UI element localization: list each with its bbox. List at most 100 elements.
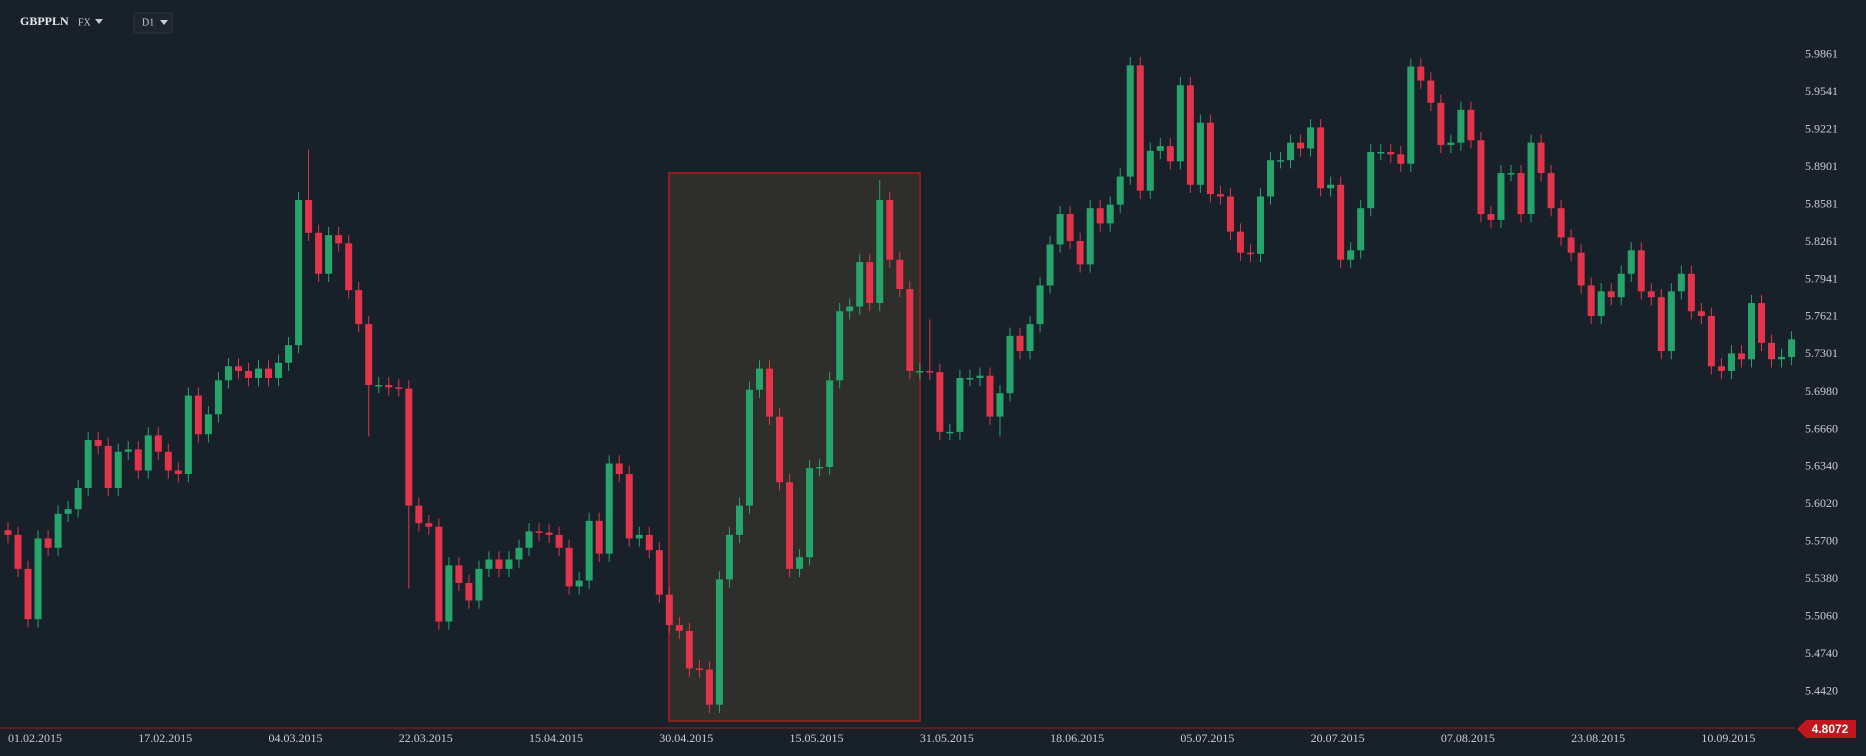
candle-body — [1297, 142, 1305, 149]
candle-body — [275, 362, 283, 378]
candle-body — [1026, 324, 1034, 352]
candle-body — [455, 565, 463, 583]
candle-body — [826, 380, 834, 467]
candle-body — [936, 372, 944, 432]
candle-body — [1357, 208, 1365, 251]
candle-body — [445, 565, 453, 622]
candle-body — [435, 526, 443, 622]
candle-body — [124, 449, 132, 452]
candle-body — [1186, 85, 1194, 185]
dropdown-arrow[interactable] — [95, 19, 103, 24]
y-tick-label: 5.6020 — [1805, 496, 1838, 510]
candle-body — [1116, 176, 1124, 205]
x-tick-label: 20.07.2015 — [1311, 731, 1365, 745]
candle-body — [1377, 151, 1385, 154]
candle-body — [1136, 65, 1144, 191]
candle-body — [575, 580, 583, 587]
candle-body — [204, 414, 212, 435]
candle-body — [285, 345, 293, 363]
y-tick-label: 5.8581 — [1805, 196, 1838, 210]
dropdown-arrow[interactable] — [160, 20, 168, 25]
x-tick-label: 23.08.2015 — [1571, 731, 1625, 745]
candle-body — [585, 520, 593, 581]
candle-body — [325, 235, 333, 274]
candle-body — [1637, 250, 1645, 292]
candle-body — [976, 375, 984, 378]
candle-body — [505, 559, 513, 569]
candle-body — [946, 431, 954, 434]
x-tick-label: 17.02.2015 — [138, 731, 192, 745]
candle-body — [1156, 146, 1164, 151]
candle-body — [1788, 339, 1796, 357]
candle-body — [1267, 160, 1275, 197]
y-tick-label: 5.7621 — [1805, 309, 1838, 323]
candle-body — [14, 534, 22, 569]
candle-body — [515, 547, 523, 560]
candle-body — [856, 262, 864, 307]
y-tick-label: 5.5380 — [1805, 571, 1838, 585]
candle-body — [896, 259, 904, 289]
candle-body — [1537, 142, 1545, 174]
y-tick-label: 5.8901 — [1805, 159, 1838, 173]
y-tick-label: 5.6660 — [1805, 421, 1838, 435]
candle-body — [1607, 291, 1615, 298]
candle-body — [1397, 154, 1405, 164]
candle-body — [1707, 315, 1715, 367]
market[interactable]: FX — [78, 17, 92, 28]
candle-body — [1527, 142, 1535, 215]
y-tick-label: 5.7941 — [1805, 271, 1838, 285]
candle-body — [425, 523, 433, 527]
x-tick-label: 31.05.2015 — [920, 731, 974, 745]
candle-body — [154, 435, 162, 452]
candle-body — [1106, 204, 1114, 224]
candle-body — [1547, 173, 1555, 209]
x-tick-label: 22.03.2015 — [399, 731, 453, 745]
candle-body — [1477, 140, 1485, 215]
candle-body — [385, 385, 393, 388]
y-tick-label: 5.6340 — [1805, 459, 1838, 473]
candle-body — [735, 505, 743, 535]
y-tick-label: 5.8261 — [1805, 234, 1838, 248]
candle-body — [1166, 146, 1174, 162]
candle-body — [214, 380, 222, 415]
candle-body — [1597, 291, 1605, 316]
symbol[interactable]: GBPPLN — [20, 14, 69, 28]
candle-body — [134, 449, 142, 471]
candle-body — [866, 262, 874, 304]
x-tick-label: 04.03.2015 — [269, 731, 323, 745]
candle-body — [395, 387, 403, 389]
candle-body — [365, 324, 373, 386]
y-tick-label: 5.7301 — [1805, 346, 1838, 360]
candle-body — [1627, 250, 1635, 274]
candle-body — [74, 488, 82, 510]
candle-body — [24, 568, 32, 620]
candle-body — [295, 200, 303, 346]
candle-body — [786, 482, 794, 569]
candle-body — [1216, 194, 1224, 197]
x-tick-label: 30.04.2015 — [659, 731, 713, 745]
candle-body — [164, 451, 172, 471]
candle-body — [1737, 353, 1745, 360]
candle-body — [1617, 273, 1625, 298]
candle-body — [475, 568, 483, 601]
candle-body — [1667, 291, 1675, 352]
candle-body — [1046, 244, 1054, 286]
candle-body — [4, 530, 12, 535]
candle-body — [806, 468, 814, 558]
candle-body — [635, 534, 643, 539]
timeframe-box[interactable] — [133, 12, 173, 34]
candle-body — [1487, 214, 1495, 220]
candle-body — [1387, 151, 1395, 155]
candle-body — [655, 550, 663, 595]
candle-body — [545, 532, 553, 535]
candle-body — [1677, 273, 1685, 292]
timeframe[interactable]: D1 — [142, 17, 154, 28]
candle-body — [305, 200, 313, 233]
candle-body — [1427, 80, 1435, 103]
candle-body — [555, 534, 563, 548]
candle-body — [405, 388, 413, 506]
candle-body — [1577, 252, 1585, 286]
candle-body — [776, 416, 784, 483]
candle-body — [244, 370, 252, 378]
price-badge-label: 4.8072 — [1812, 722, 1849, 736]
